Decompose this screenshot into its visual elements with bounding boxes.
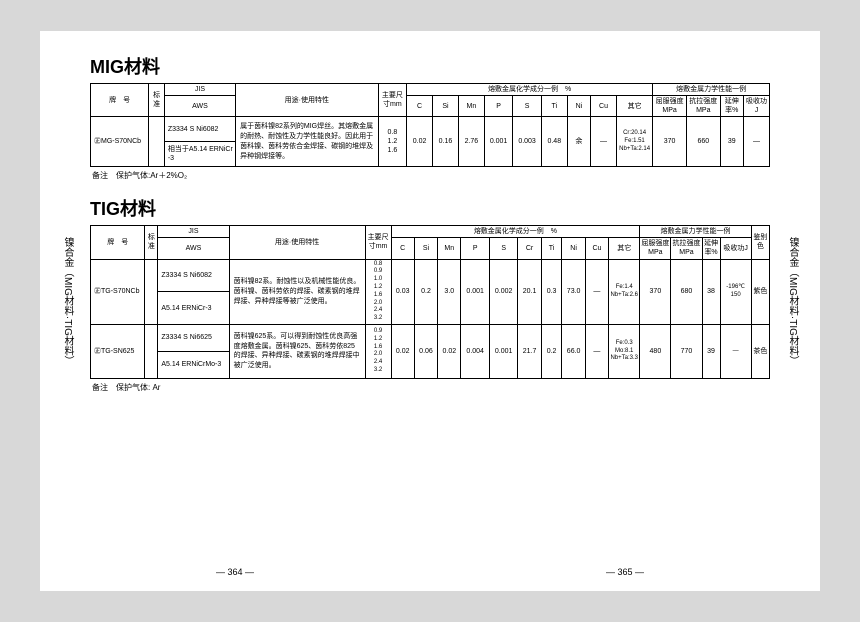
tig-row: ㊣TG-SN625Z3334 S Ni6625茵科镍625系。可以得到耐蚀性优良… [91, 324, 770, 351]
h-std: 标准 [149, 84, 165, 117]
h-aws: AWS [164, 96, 235, 117]
tig-note: 备注 保护气体: Ar [92, 382, 770, 393]
mig-table: 牌 号 标准 JIS 用途·使用特性 主要尺寸mm 熔敷金属化学成分一例 % 熔… [90, 83, 770, 167]
h-mech: 熔敷金属力学性能一例 [653, 84, 770, 96]
h-grade: 牌 号 [91, 84, 149, 117]
h-size: 主要尺寸mm [378, 84, 407, 117]
page-right: — 365 — [606, 567, 644, 577]
h-usage: 用途·使用特性 [236, 84, 379, 117]
mig-note: 备注 保护气体:Ar＋2%O₂ [92, 170, 770, 181]
page-numbers: — 364 — — 365 — [40, 567, 820, 577]
mig-row: ㊣MG-S70NCb Z3334 S Ni6082 属于茵科镍82系列的MIG焊… [91, 117, 770, 142]
tig-table: 牌 号 标准 JIS 用途·使用特性 主要尺寸mm 熔敷金属化学成分一例 % 熔… [90, 225, 770, 379]
tig-row: ㊣TG-S70NCbZ3334 S Ni6082茵科镍82系。耐蚀性以及机械性能… [91, 259, 770, 292]
page-left: — 364 — [216, 567, 254, 577]
side-tab-right: 镍合金（MIG材料·TIG材料） [783, 231, 802, 372]
h-jis: JIS [164, 84, 235, 96]
tig-title: TIG材料 [90, 195, 770, 221]
side-tab-left: 镍合金（MIG材料·TIG材料） [58, 231, 77, 372]
h-comp: 熔敷金属化学成分一例 % [407, 84, 653, 96]
document-page: 镍合金（MIG材料·TIG材料） 镍合金（MIG材料·TIG材料） MIG材料 … [40, 31, 820, 591]
mig-title: MIG材料 [90, 53, 770, 79]
